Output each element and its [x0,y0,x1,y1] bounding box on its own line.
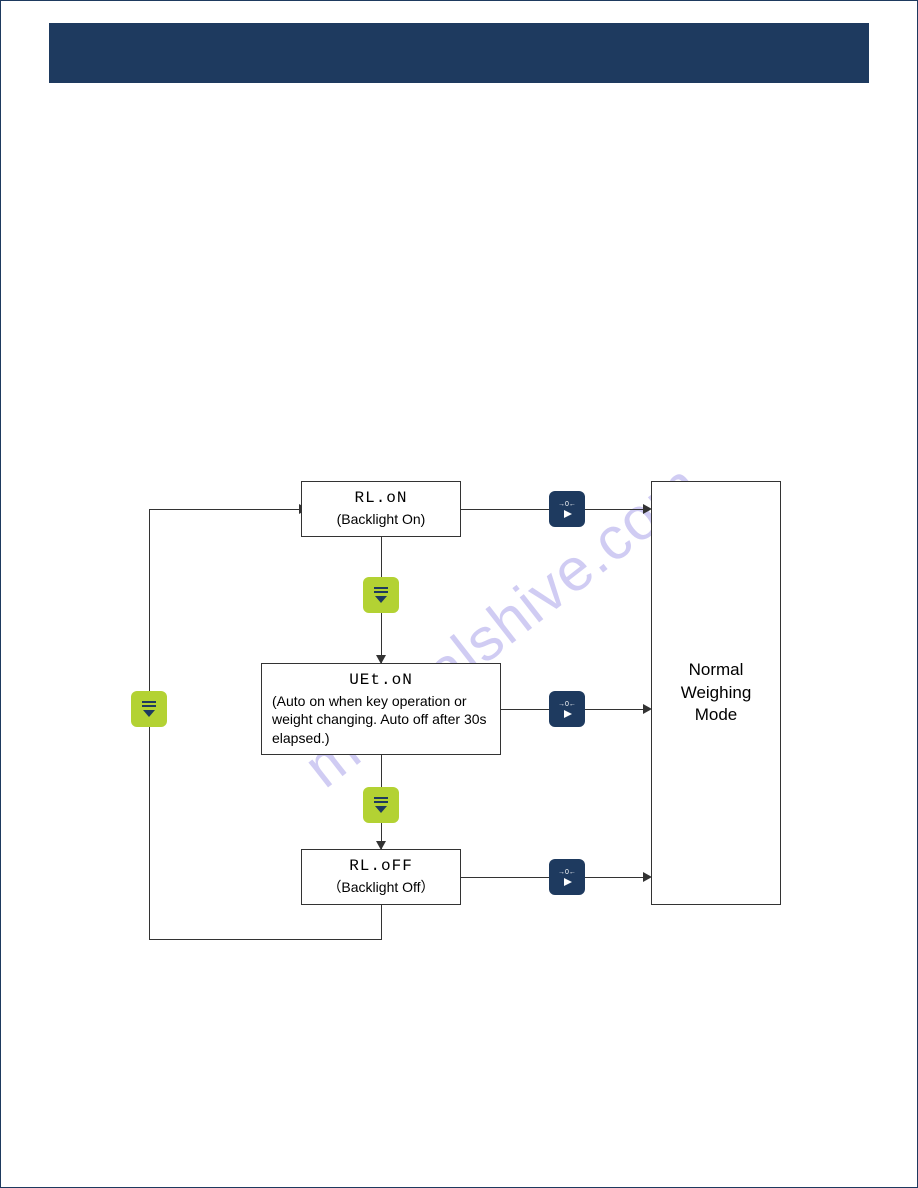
node-code: UEt.oN [272,670,490,692]
edge-line [149,727,150,939]
header-bar [49,23,869,83]
node-desc: （Backlight Off） [312,878,450,897]
target-label-line: Mode [662,704,770,727]
node-code: RL.oFF [312,856,450,878]
svg-text:→0←: →0← [558,869,576,876]
node-desc: (Backlight On) [312,510,450,529]
svg-text:→0←: →0← [558,501,576,508]
zero-play-icon: →0← [549,491,585,527]
menu-down-icon [131,691,167,727]
node-backlight-on: RL.oN (Backlight On) [301,481,461,537]
flowchart-diagram: RL.oN (Backlight On) UEt.oN (Auto on whe… [131,481,791,981]
zero-play-icon: →0← [549,859,585,895]
node-desc: (Auto on when key operation or weight ch… [272,692,490,749]
edge-line [149,509,301,510]
menu-down-icon [363,577,399,613]
menu-down-icon [363,787,399,823]
node-code: RL.oN [312,488,450,510]
svg-text:→0←: →0← [558,701,576,708]
node-auto: UEt.oN (Auto on when key operation or we… [261,663,501,755]
edge-line [149,939,381,940]
node-backlight-off: RL.oFF （Backlight Off） [301,849,461,905]
edge-line [381,905,382,940]
node-normal-mode: Normal Weighing Mode [651,481,781,905]
edge-line [149,509,150,691]
target-label-line: Weighing [662,682,770,705]
zero-play-icon: →0← [549,691,585,727]
target-label-line: Normal [662,659,770,682]
page: manualshive.com RL.oN (Backlight On) [0,0,918,1188]
